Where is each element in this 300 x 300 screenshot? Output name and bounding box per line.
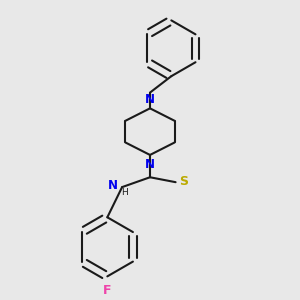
Text: H: H bbox=[122, 188, 128, 197]
Text: S: S bbox=[179, 175, 188, 188]
Text: N: N bbox=[145, 93, 155, 106]
Text: N: N bbox=[145, 158, 155, 171]
Text: N: N bbox=[108, 179, 118, 192]
Text: F: F bbox=[103, 284, 112, 297]
